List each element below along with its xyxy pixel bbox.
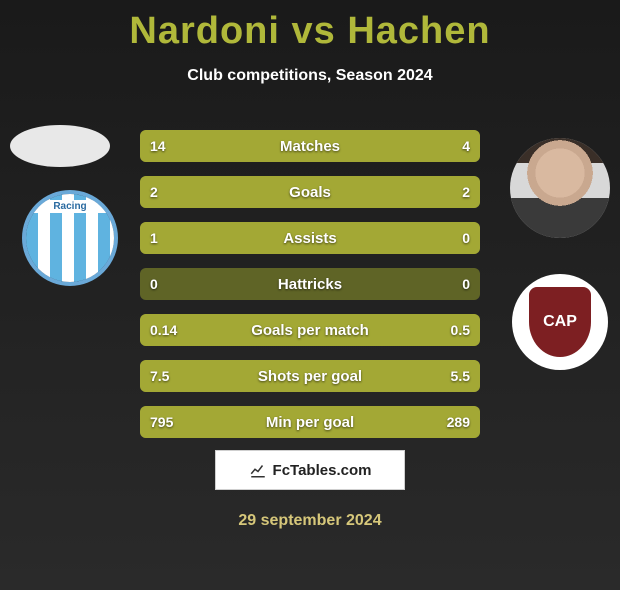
stat-row: 22Goals	[140, 176, 480, 208]
player-right-avatar	[510, 138, 610, 238]
racing-logo-text: Racing	[26, 200, 114, 213]
stat-row: 795289Min per goal	[140, 406, 480, 438]
stat-label: Assists	[140, 222, 480, 254]
comparison-title: Nardoni vs Hachen	[0, 10, 620, 53]
fctables-watermark: FcTables.com	[215, 450, 405, 490]
stats-bars-container: 144Matches 22Goals 10Assists 00Hattricks 0.1…	[140, 130, 480, 452]
stat-label: Matches	[140, 130, 480, 162]
chart-icon	[249, 461, 267, 479]
stat-row: 144Matches	[140, 130, 480, 162]
stat-label: Hattricks	[140, 268, 480, 300]
stat-row: 0.140.5Goals per match	[140, 314, 480, 346]
stat-label: Goals per match	[140, 314, 480, 346]
stat-row: 00Hattricks	[140, 268, 480, 300]
fctables-label: FcTables.com	[273, 462, 372, 479]
stat-label: Shots per goal	[140, 360, 480, 392]
player-left-club-logo: Racing	[20, 188, 120, 288]
stat-row: 7.55.5Shots per goal	[140, 360, 480, 392]
comparison-subtitle: Club competitions, Season 2024	[0, 67, 620, 85]
comparison-date: 29 september 2024	[0, 512, 620, 530]
player-left-avatar	[10, 125, 110, 167]
stat-label: Min per goal	[140, 406, 480, 438]
stat-label: Goals	[140, 176, 480, 208]
stat-row: 10Assists	[140, 222, 480, 254]
cap-logo-text: CAP	[529, 287, 591, 357]
player-right-club-logo: CAP	[510, 272, 610, 372]
